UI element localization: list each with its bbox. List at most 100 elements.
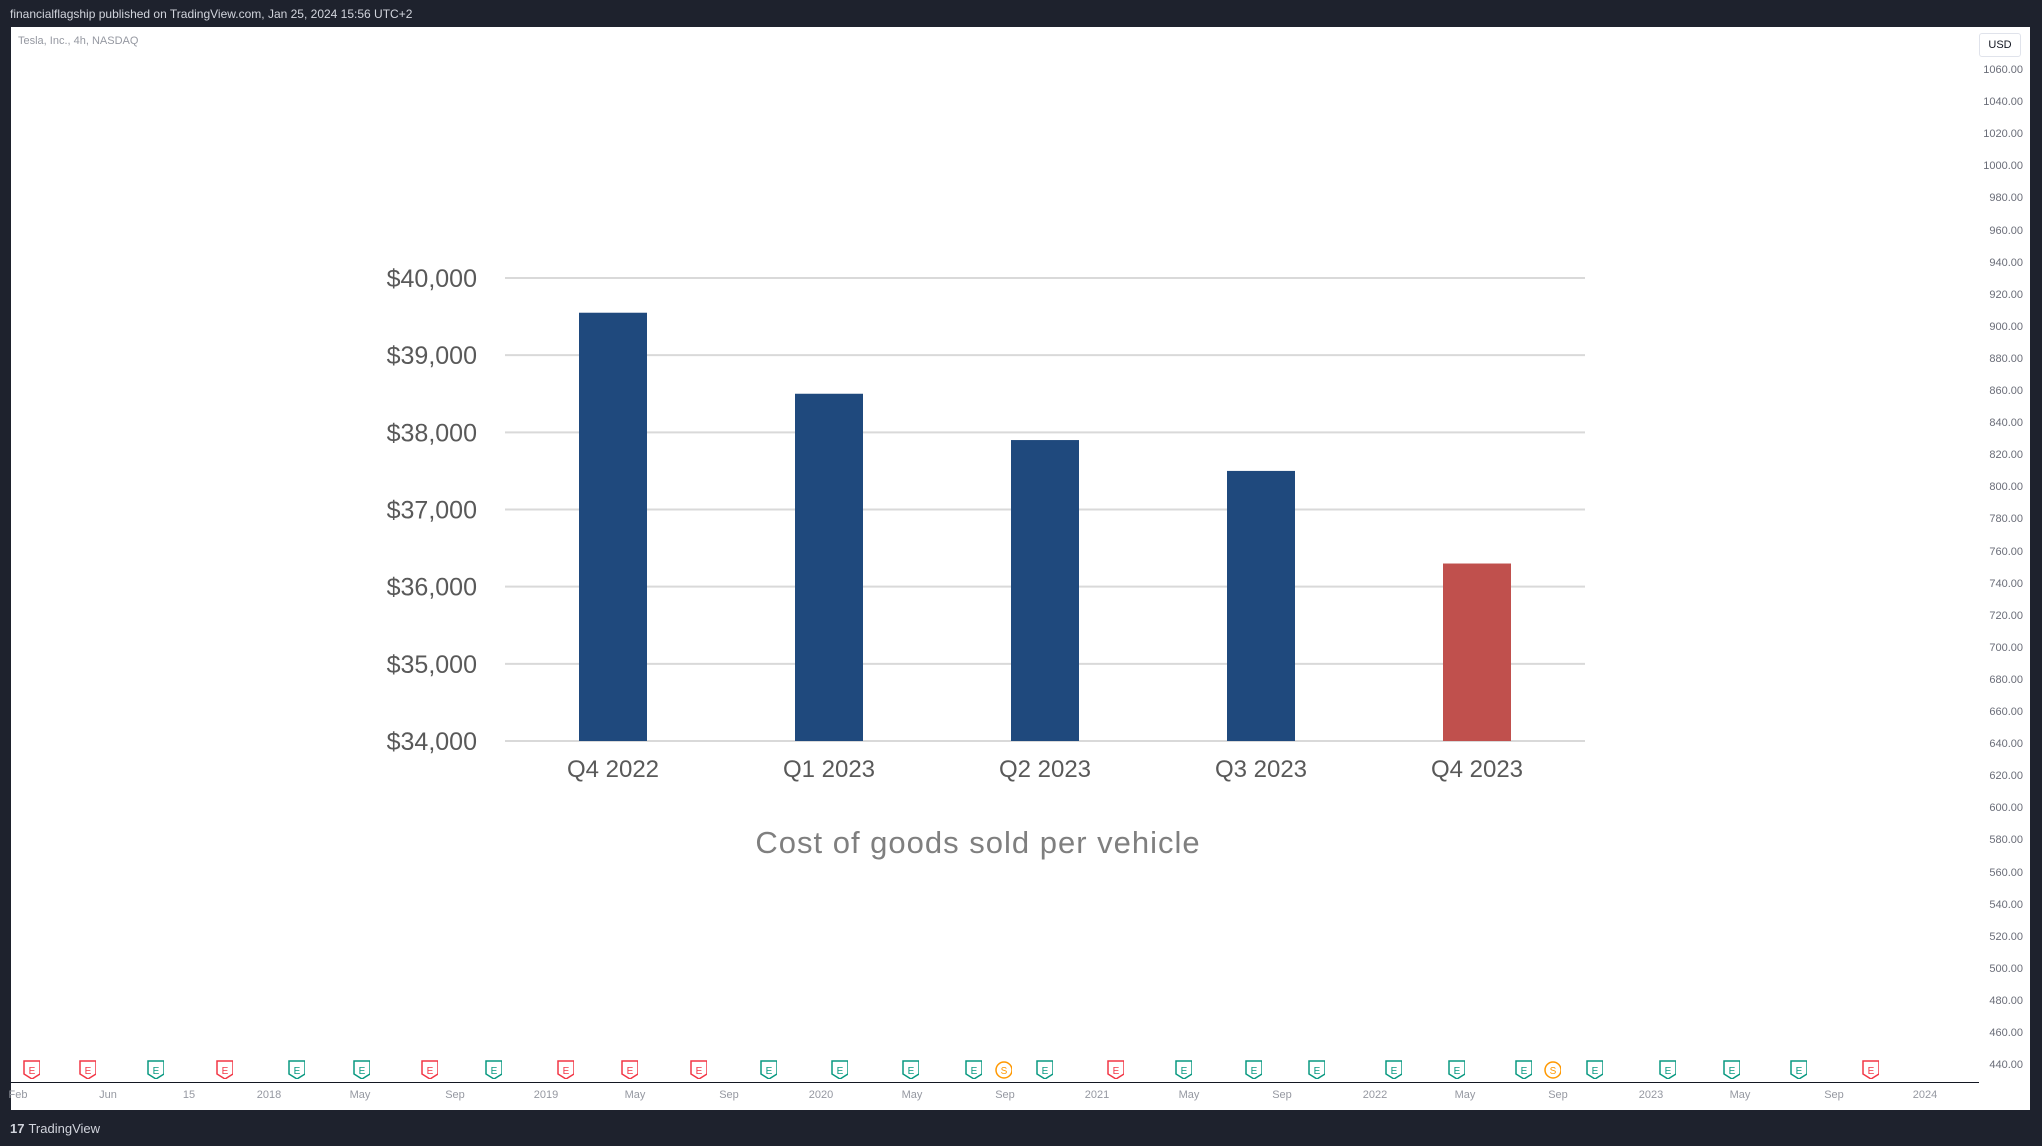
price-scale-label: 740.00 (1989, 577, 2023, 590)
price-scale-label: 900.00 (1989, 320, 2023, 333)
svg-text:E: E (1113, 1066, 1120, 1077)
symbol-label: Tesla, Inc., 4h, NASDAQ (18, 35, 139, 47)
bar-q3-2023 (1227, 470, 1295, 741)
time-axis-label: 2024 (1912, 1089, 1938, 1101)
earnings-event-icon[interactable]: E (352, 1059, 370, 1079)
svg-text:E: E (971, 1066, 978, 1077)
time-axis-label: Sep (445, 1089, 465, 1101)
earnings-event-icon[interactable]: E (78, 1059, 96, 1079)
publisher-text: financialflagship published on TradingVi… (10, 7, 413, 21)
time-axis-label: May (901, 1089, 923, 1101)
price-scale-label: 880.00 (1989, 352, 2023, 365)
x-tick-label: Q4 2023 (1431, 756, 1523, 783)
earnings-event-icon[interactable]: E (1307, 1059, 1325, 1079)
price-scale-label: 960.00 (1989, 224, 2023, 237)
time-axis-label: Feb (8, 1089, 28, 1101)
time-axis-label: 2020 (808, 1089, 834, 1101)
earnings-event-icon[interactable]: E (1174, 1059, 1192, 1079)
svg-text:S: S (1001, 1066, 1008, 1077)
earnings-event-icon[interactable]: E (556, 1059, 574, 1079)
earnings-event-icon[interactable]: E (420, 1059, 438, 1079)
earnings-event-icon[interactable]: E (146, 1059, 164, 1079)
y-tick-label: $35,000 (387, 651, 477, 679)
price-scale-label: 1000.00 (1983, 160, 2023, 173)
price-scale-label: 860.00 (1989, 385, 2023, 397)
earnings-event-icon[interactable]: E (1447, 1059, 1465, 1079)
bar-q1-2023 (795, 393, 863, 741)
earnings-event-icon[interactable]: E (759, 1059, 777, 1079)
price-scale[interactable]: 1060.00 1040.00 1020.00 1000.00 980.00 960.00… (1979, 60, 2029, 1085)
svg-text:E: E (696, 1066, 703, 1077)
tradingview-logo[interactable]: 17 TradingView (10, 1121, 100, 1136)
price-scale-label: 660.00 (1989, 706, 2023, 718)
x-tick-label: Q2 2023 (999, 756, 1091, 783)
earnings-event-icon[interactable]: E (215, 1059, 233, 1079)
time-axis-label: 2021 (1084, 1089, 1110, 1101)
price-scale-label: 480.00 (1989, 994, 2023, 1007)
earnings-event-icon[interactable]: E (1514, 1059, 1532, 1079)
price-scale-label: 780.00 (1989, 513, 2023, 526)
earnings-event-icon[interactable]: E (1861, 1059, 1879, 1079)
earnings-event-icon[interactable]: E (689, 1059, 707, 1079)
time-axis-label: May (1729, 1089, 1751, 1101)
earnings-event-icon[interactable]: E (1244, 1059, 1262, 1079)
x-tick-label: Q3 2023 (1215, 756, 1307, 783)
svg-text:E: E (1454, 1066, 1461, 1077)
time-axis-label: May (349, 1089, 371, 1101)
time-axis-label: 2018 (256, 1089, 282, 1101)
price-scale-label: 580.00 (1989, 834, 2023, 847)
svg-text:E: E (766, 1066, 773, 1077)
time-axis-label: Sep (1824, 1089, 1844, 1101)
bar-q2-2023 (1011, 440, 1079, 741)
svg-text:E: E (1665, 1066, 1672, 1077)
earnings-event-icon[interactable]: E (1106, 1059, 1124, 1079)
earnings-event-icon[interactable]: E (1035, 1059, 1053, 1079)
svg-text:E: E (563, 1066, 570, 1077)
time-axis-label: Sep (719, 1089, 739, 1101)
time-axis-label: 2022 (1362, 1089, 1388, 1101)
bars-layer (579, 312, 1511, 741)
svg-text:E: E (837, 1066, 844, 1077)
earnings-event-icon[interactable]: E (484, 1059, 502, 1079)
svg-text:E: E (1251, 1066, 1258, 1077)
svg-text:E: E (1796, 1066, 1803, 1077)
price-scale-label: 560.00 (1989, 866, 2023, 879)
earnings-event-icon[interactable]: E (1384, 1059, 1402, 1079)
earnings-event-icon[interactable]: E (830, 1059, 848, 1079)
price-scale-label: 540.00 (1989, 898, 2023, 911)
price-scale-label: 920.00 (1989, 288, 2023, 301)
split-event-icon[interactable]: S (1543, 1059, 1561, 1079)
time-axis-label: 2023 (1638, 1089, 1664, 1101)
price-scale-label: 500.00 (1989, 962, 2023, 975)
y-tick-label: $38,000 (387, 419, 477, 447)
earnings-event-icon[interactable]: E (1658, 1059, 1676, 1079)
svg-text:E: E (29, 1066, 36, 1077)
earnings-event-icon[interactable]: E (1722, 1059, 1740, 1079)
price-scale-label: 720.00 (1989, 609, 2023, 622)
svg-text:E: E (908, 1066, 915, 1077)
price-scale-label: 640.00 (1989, 738, 2023, 751)
price-scale-label: 520.00 (1989, 930, 2023, 943)
earnings-event-icon[interactable]: E (22, 1059, 40, 1079)
svg-text:E: E (1314, 1066, 1321, 1077)
currency-button[interactable]: USD (1979, 33, 2021, 57)
split-event-icon[interactable]: S (994, 1059, 1012, 1079)
earnings-event-icon[interactable]: E (620, 1059, 638, 1079)
chart-title: Cost of goods sold per vehicle (755, 825, 1200, 860)
labels-layer: $34,000 $35,000 $36,000 $37,000 $38,000 $39,0… (387, 265, 1523, 783)
svg-text:E: E (1729, 1066, 1736, 1077)
time-axis-label: Sep (995, 1089, 1015, 1101)
svg-text:E: E (359, 1066, 366, 1077)
price-scale-label: 840.00 (1989, 417, 2023, 430)
earnings-event-icon[interactable]: E (964, 1059, 982, 1079)
price-scale-label: 700.00 (1989, 641, 2023, 654)
time-axis-label: Sep (1548, 1089, 1568, 1101)
earnings-event-icon[interactable]: E (287, 1059, 305, 1079)
earnings-event-icon[interactable]: E (901, 1059, 919, 1079)
price-scale-label: 940.00 (1989, 256, 2023, 269)
earnings-event-icon[interactable]: E (1789, 1059, 1807, 1079)
earnings-event-icon[interactable]: E (1585, 1059, 1603, 1079)
time-axis-label: Jun (99, 1089, 117, 1101)
svg-text:E: E (627, 1066, 634, 1077)
price-scale-label: 620.00 (1989, 770, 2023, 783)
